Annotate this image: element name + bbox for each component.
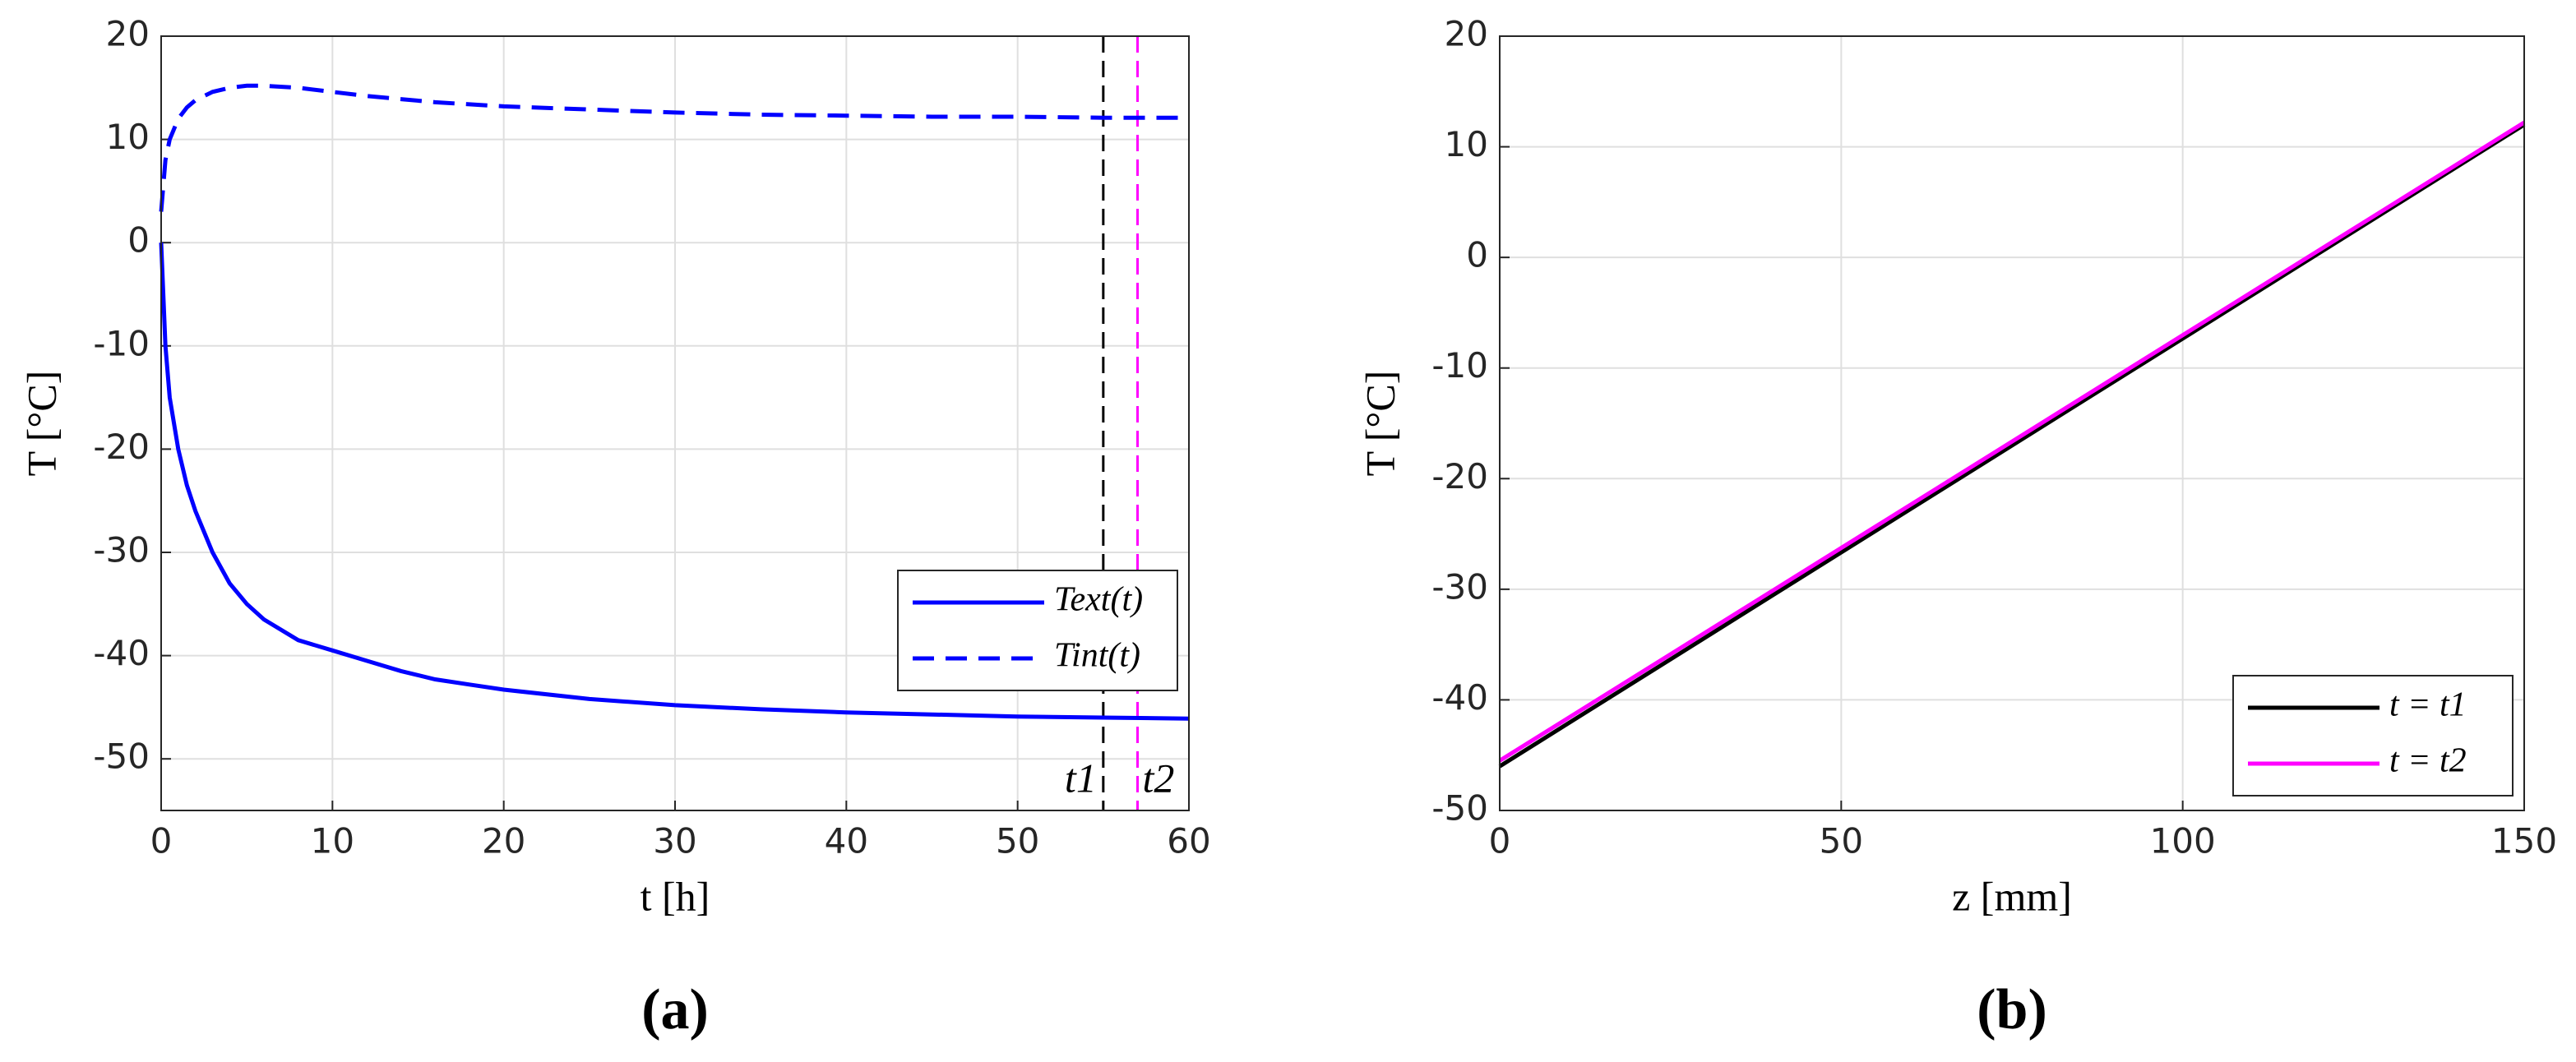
series-line [159, 242, 1190, 721]
x-tick-label: 30 [653, 821, 696, 861]
x-tick-label: 50 [996, 821, 1039, 861]
x-tick-label: 60 [1167, 821, 1210, 861]
x-tick-label: 40 [825, 821, 868, 861]
x-axis-label: t [h] [641, 873, 710, 919]
y-tick-label: -20 [1431, 456, 1488, 496]
legend-box [2232, 675, 2514, 796]
y-tick-label: -50 [1431, 788, 1488, 829]
y-tick-label: -20 [93, 427, 150, 467]
series-line [1498, 122, 2526, 769]
legend-label: t = t2 [2389, 742, 2467, 780]
y-tick-label: -50 [93, 736, 150, 777]
x-tick-label: 0 [150, 821, 173, 861]
y-tick-label: -40 [93, 633, 150, 673]
y-tick-label: 20 [1445, 14, 1488, 54]
series-line [1498, 120, 2526, 763]
marker-label: t2 [1143, 755, 1175, 801]
axes-box [1499, 35, 2525, 811]
x-tick-label: 0 [1489, 821, 1511, 861]
y-tick-label: -40 [1431, 677, 1488, 718]
legend-label: t = t1 [2389, 686, 2467, 724]
y-tick-label: -30 [93, 530, 150, 570]
y-tick-label: 10 [1445, 124, 1488, 164]
x-tick-label: 10 [311, 821, 354, 861]
x-tick-label: 150 [2491, 821, 2557, 861]
caption: (b) [1977, 978, 2047, 1041]
y-axis-label: T [°C] [18, 371, 64, 477]
y-axis-label: T [°C] [1357, 371, 1403, 477]
legend-label: Tint(t) [1054, 637, 1140, 675]
y-tick-label: -30 [1431, 566, 1488, 607]
legend-box [897, 570, 1178, 691]
y-tick-label: 20 [106, 14, 150, 54]
y-tick-label: 10 [106, 117, 150, 157]
axes-box [160, 35, 1190, 811]
series-line [159, 83, 1189, 212]
y-tick-label: -10 [1431, 345, 1488, 386]
marker-label: t1 [1065, 755, 1097, 801]
x-tick-label: 100 [2150, 821, 2216, 861]
caption: (a) [641, 978, 709, 1041]
legend-label: Text(t) [1054, 581, 1143, 619]
y-tick-label: 0 [1466, 235, 1488, 275]
x-tick-label: 50 [1820, 821, 1863, 861]
y-tick-label: 0 [127, 220, 150, 261]
x-axis-label: z [mm] [1952, 873, 2072, 919]
y-tick-label: -10 [93, 323, 150, 363]
x-tick-label: 20 [482, 821, 525, 861]
